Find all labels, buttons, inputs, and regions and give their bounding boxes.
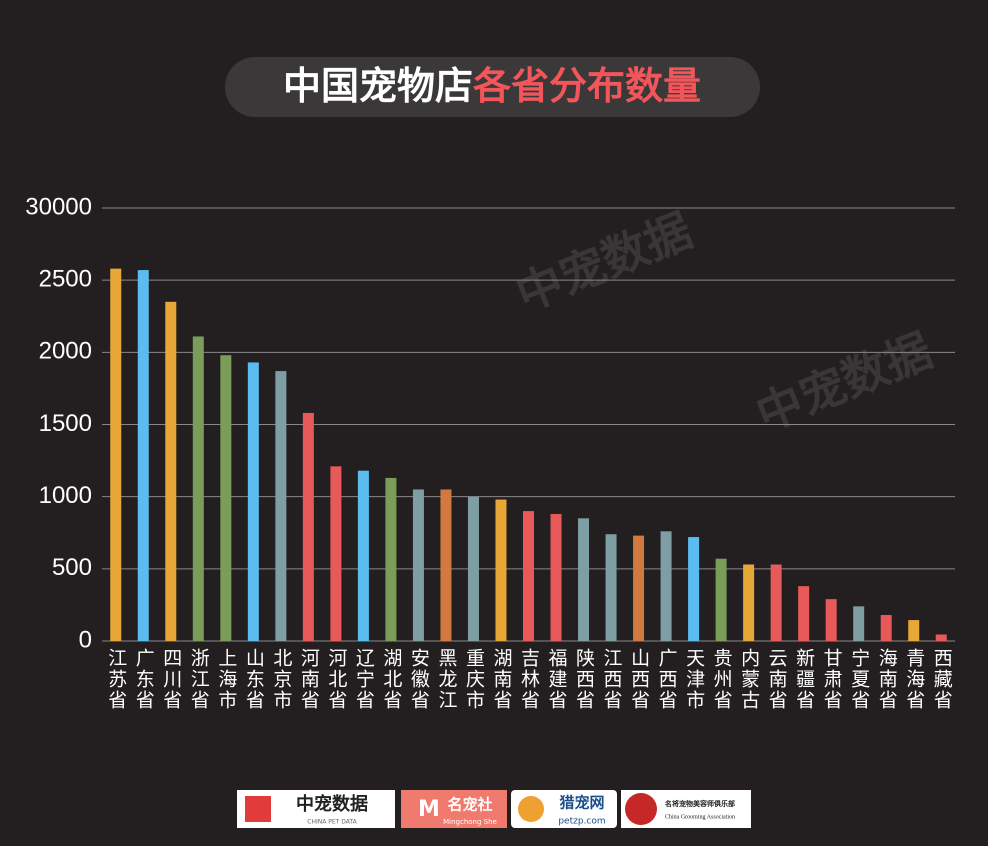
bar	[688, 537, 700, 641]
bar	[330, 466, 342, 641]
logo-sub: CHINA PET DATA	[307, 819, 357, 826]
y-tick-label: 500	[52, 554, 92, 581]
x-tick-label: 江西省	[601, 648, 623, 711]
x-tick-label: 广西省	[656, 648, 678, 711]
bar	[715, 558, 727, 641]
bar	[275, 371, 287, 641]
logo-sub: China Grooming Association	[665, 814, 735, 820]
x-tick-label: 吉林省	[518, 648, 540, 711]
bar	[605, 534, 617, 641]
logo-name: 中宠数据	[296, 793, 368, 815]
logo-name: 猎宠网	[559, 794, 604, 812]
x-tick-label: 海南省	[876, 648, 898, 711]
y-tick-label: 30000	[25, 193, 92, 220]
x-tick-label: 福建省	[546, 648, 568, 711]
x-tick-label: 西藏省	[931, 648, 953, 711]
x-tick-label: 青海省	[903, 648, 925, 711]
x-tick-label: 河南省	[298, 648, 320, 711]
bar	[385, 477, 397, 641]
x-tick-label: 广东省	[133, 648, 155, 711]
bar	[935, 634, 947, 641]
bar	[908, 620, 920, 641]
y-tick-label: 1500	[39, 410, 92, 437]
logo-name: 名将宠物美容师俱乐部	[665, 799, 735, 808]
bar	[192, 336, 204, 641]
bar	[220, 355, 232, 641]
logo-box	[401, 790, 507, 828]
bar	[302, 412, 314, 641]
x-tick-label: 陕西省	[573, 648, 595, 711]
x-tick-label: 上海市	[215, 648, 237, 711]
bar	[660, 531, 672, 641]
x-tick-label: 安徽省	[408, 648, 430, 711]
bar	[633, 535, 645, 641]
x-tick-label: 湖北省	[380, 648, 402, 711]
logo-strip: 中宠数据 CHINA PET DATA 名宠社 Mingchong She M …	[237, 790, 751, 828]
title-pill	[225, 57, 760, 117]
x-tick-label: 重庆市	[463, 648, 485, 711]
x-tick-label: 甘肃省	[821, 648, 843, 711]
x-tick-label: 天津市	[683, 648, 705, 711]
bar	[578, 518, 590, 641]
x-tick-label: 辽宁省	[353, 648, 375, 711]
bar	[165, 301, 177, 641]
bar	[770, 564, 782, 641]
logo-sub: Mingchong She	[443, 818, 497, 826]
logo-sub: petzp.com	[558, 817, 605, 827]
title-main: 中国宠物店	[283, 64, 473, 108]
logo-icon	[245, 796, 271, 822]
bar	[467, 496, 479, 641]
bar	[798, 586, 810, 641]
bar	[825, 599, 837, 641]
logo-icon	[518, 796, 544, 822]
logo-name: 名宠社	[447, 796, 492, 814]
bar	[853, 606, 865, 641]
bar	[523, 511, 534, 641]
x-tick-label: 四川省	[160, 648, 182, 711]
y-tick-label: 1000	[39, 482, 92, 509]
x-tick-label: 浙江省	[188, 648, 210, 711]
bar	[110, 268, 122, 641]
x-tick-label: 北京市	[270, 648, 292, 711]
x-tick-label: 新疆省	[793, 648, 815, 711]
x-tick-label: 黑龙江	[435, 648, 457, 711]
y-tick-label: 2000	[39, 338, 92, 365]
x-tick-label: 山东省	[243, 648, 265, 711]
x-tick-label: 湖南省	[490, 648, 512, 711]
x-tick-label: 云南省	[766, 648, 788, 711]
x-tick-label: 山西省	[628, 648, 650, 711]
chart-title: 中国宠物店各省分布数量	[283, 64, 701, 108]
bar	[440, 489, 452, 641]
bar	[495, 499, 507, 641]
bar	[247, 362, 259, 641]
plot: 0 500 1000 1500 2000 2500 30000 江苏省 广东省 四川省 浙江省 上海市…	[25, 193, 955, 711]
bar	[880, 615, 892, 641]
logo-icon	[625, 793, 657, 825]
bar	[137, 270, 149, 641]
bar	[743, 564, 755, 641]
x-tick-label: 河北省	[325, 648, 347, 711]
logo-icon: M	[418, 797, 440, 822]
y-tick-label: 0	[79, 626, 92, 653]
y-tick-label: 2500	[39, 266, 92, 293]
x-tick-label: 贵州省	[711, 648, 733, 711]
x-tick-label: 宁夏省	[848, 648, 870, 711]
x-tick-label: 江苏省	[105, 648, 127, 711]
x-tick-label: 内蒙古	[738, 648, 760, 711]
bar	[412, 489, 424, 641]
bar	[550, 513, 562, 641]
bar	[357, 470, 369, 641]
title-highlight: 各省分布数量	[473, 64, 701, 108]
